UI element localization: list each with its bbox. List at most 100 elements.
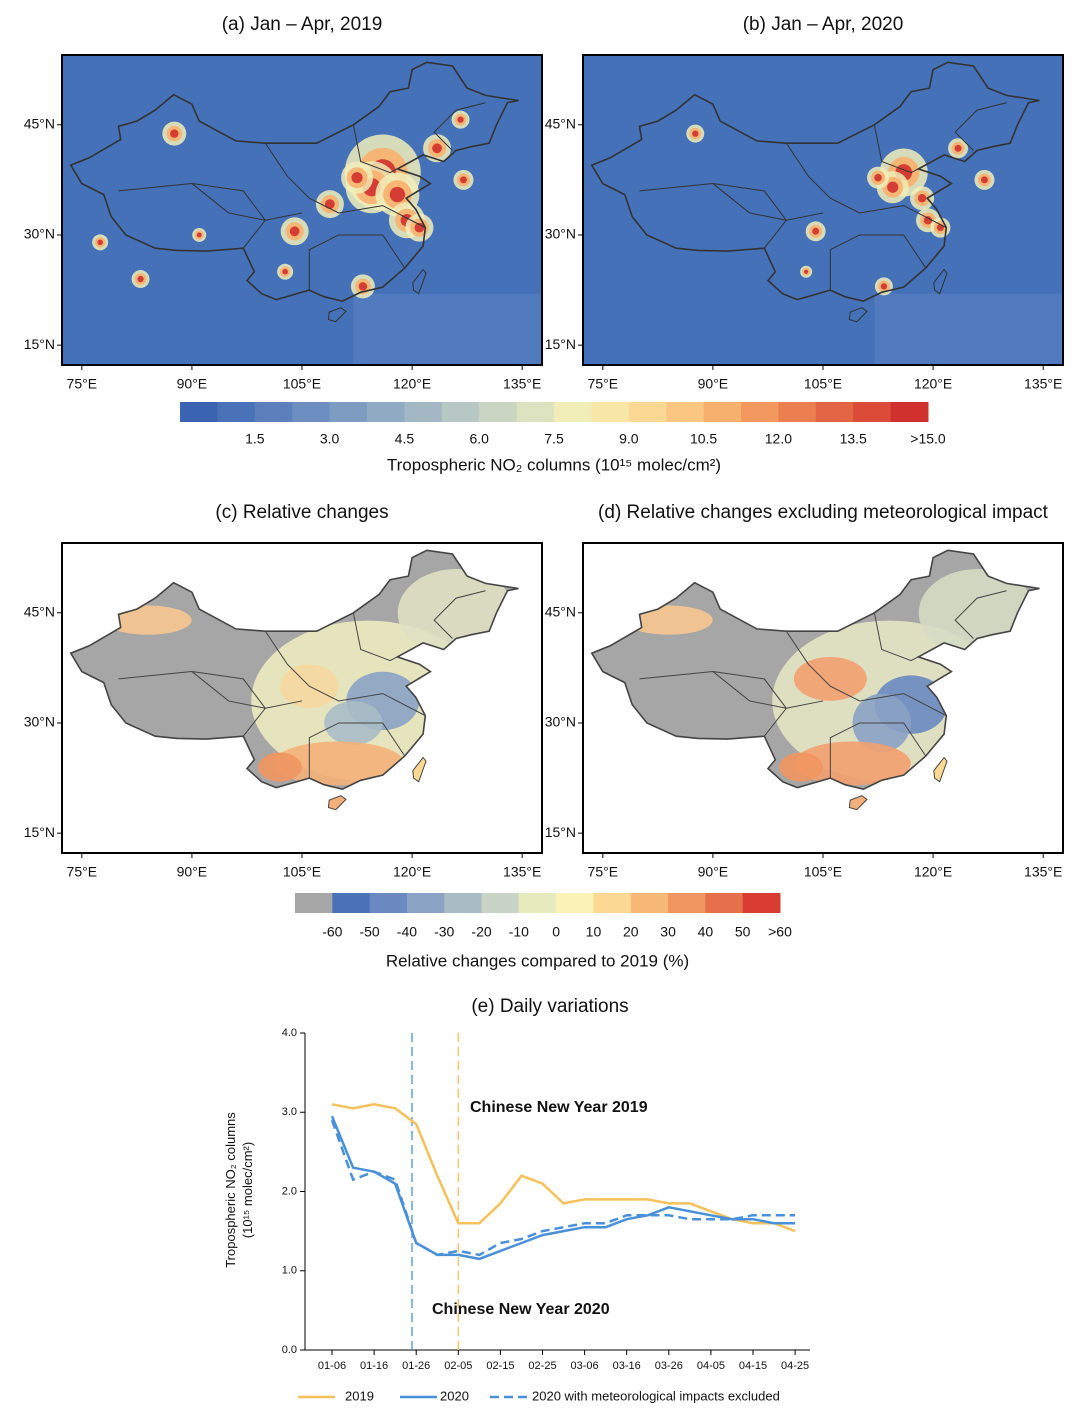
border [69, 61, 519, 302]
colorbar-label: 9.0 [619, 431, 639, 447]
x-tick-label: 01-06 [318, 1360, 346, 1372]
legend-label: 2020 with meteorological impacts exclude… [532, 1388, 780, 1403]
colorbar-label: 10 [586, 924, 602, 940]
colorbar-label: 6.0 [469, 431, 489, 447]
map-area [62, 55, 542, 365]
x-tick-label: 105°E [283, 376, 321, 392]
colorbar-label: 10.5 [690, 431, 717, 447]
province-border [639, 183, 787, 249]
province-border [352, 124, 398, 174]
province-border [873, 124, 919, 174]
x-tick-label: 03-26 [655, 1360, 683, 1372]
hotspot [324, 199, 335, 210]
y-tick-label: 30°N [545, 714, 576, 730]
map-title: (b) Jan – Apr, 2020 [743, 14, 904, 35]
y-tick-label: 30°N [545, 226, 576, 242]
change-patch [793, 741, 911, 786]
colorbar-label: 20 [623, 924, 639, 940]
x-tick-label: 105°E [804, 376, 842, 392]
x-tick-label: 02-25 [528, 1360, 556, 1372]
x-tick-label: 135°E [503, 376, 541, 392]
x-tick-label: 90°E [177, 376, 208, 392]
border [590, 61, 1040, 302]
hotspot [692, 130, 699, 137]
ocean-shade [353, 293, 542, 365]
hotspot [936, 224, 944, 232]
y-tick-label: 45°N [545, 115, 576, 131]
x-tick-label: 90°E [177, 864, 208, 880]
color-swatch [593, 893, 632, 913]
color-swatch [554, 402, 592, 422]
x-tick-label: 105°E [804, 864, 842, 880]
province-border [308, 234, 406, 291]
hotspot [874, 173, 882, 182]
hotspot [880, 283, 888, 290]
x-tick-label: 75°E [588, 376, 619, 392]
hotspot [954, 144, 962, 152]
color-swatch [406, 893, 445, 913]
land [933, 757, 947, 782]
province-border [191, 183, 303, 221]
colorbar-label: 1.5 [245, 431, 265, 447]
colorbar-label: 40 [698, 924, 714, 940]
province-border [829, 722, 927, 779]
legend-label: 2019 [345, 1388, 374, 1403]
border [412, 268, 427, 295]
colorbar-label: 7.5 [544, 431, 564, 447]
color-swatch [369, 893, 408, 913]
color-swatch [441, 402, 480, 422]
hotspot [97, 239, 103, 246]
x-tick-label: 120°E [914, 376, 952, 392]
colorbar-label: >60 [768, 924, 792, 940]
series-line [330, 1119, 796, 1257]
province-border [954, 102, 1007, 151]
change-patch [793, 657, 867, 701]
colorbar-label: -60 [322, 924, 342, 940]
hotspot [358, 282, 368, 291]
y-tick-label: 30°N [24, 714, 55, 730]
x-tick-label: 135°E [503, 864, 541, 880]
province-border [712, 671, 824, 709]
x-tick-label: 105°E [283, 864, 321, 880]
province-border [785, 142, 947, 229]
province-border [308, 722, 406, 779]
colorbar-title: Tropospheric NO₂ columns (10¹⁵ molec/cm²… [387, 455, 721, 474]
border [848, 307, 868, 323]
color-swatch [217, 402, 256, 422]
y-tick-label: 30°N [24, 226, 55, 242]
x-tick-label: 04-15 [739, 1360, 767, 1372]
province-border [873, 612, 919, 662]
y-tick-label: 45°N [24, 603, 55, 619]
province-border [352, 612, 398, 662]
colorbar-label: -40 [397, 924, 417, 940]
color-swatch [815, 402, 854, 422]
hotspot [980, 176, 988, 184]
hotspot [457, 116, 464, 123]
y-tick-label: 2.0 [282, 1185, 297, 1197]
colorbar-label: 30 [660, 924, 676, 940]
y-tick-label: 15°N [24, 824, 55, 840]
color-swatch [778, 402, 817, 422]
change-patch [272, 741, 405, 786]
x-tick-label: 01-16 [360, 1360, 388, 1372]
hotspot [804, 269, 809, 274]
x-tick-label: 04-05 [697, 1360, 725, 1372]
hotspot [917, 194, 927, 203]
province-border [712, 183, 824, 221]
y-tick-label: 0.0 [282, 1344, 297, 1356]
color-swatch [367, 402, 405, 422]
x-tick-label: 03-06 [571, 1360, 599, 1372]
color-swatch [741, 402, 779, 422]
hotspot [137, 275, 144, 283]
province-border [954, 590, 1007, 639]
y-tick-label: 15°N [545, 336, 576, 352]
color-swatch [742, 893, 781, 913]
change-patch [779, 752, 823, 782]
x-tick-label: 75°E [67, 864, 98, 880]
land [412, 757, 426, 782]
legend-label: 2020 [440, 1388, 469, 1403]
colorbar-label: -50 [359, 924, 379, 940]
color-swatch [703, 402, 742, 422]
color-swatch [254, 402, 293, 422]
border [933, 268, 948, 295]
